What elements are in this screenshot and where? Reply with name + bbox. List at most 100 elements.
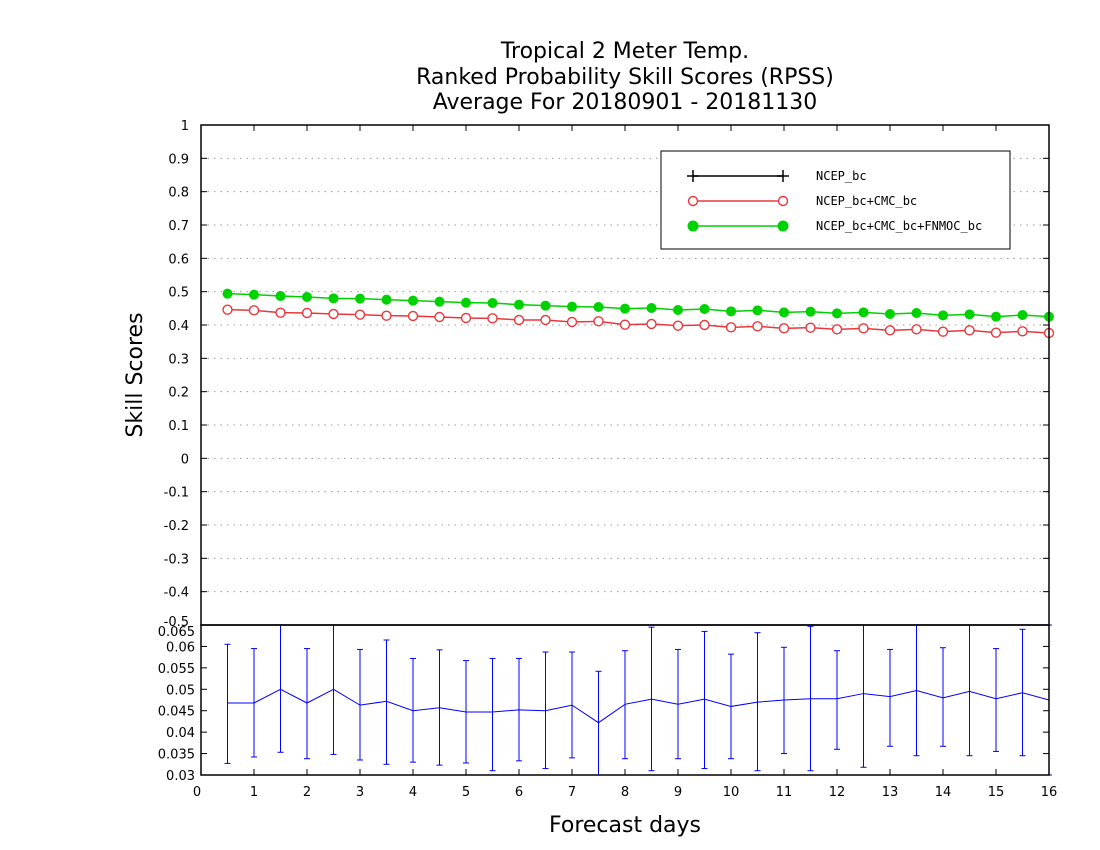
data-point [805,322,816,333]
data-point [513,314,525,326]
y-tick-label: 0.5 [168,286,189,301]
data-point [540,300,551,311]
error-bar [701,630,708,770]
error-bar [1019,628,1026,757]
data-point [222,288,233,299]
data-point [275,307,286,318]
data-point [672,320,684,331]
y-tick-label: -0.4 [164,586,189,601]
title-line: Ranked Probability Skill Scores (RPSS) [416,65,834,90]
series-spread [224,624,1052,776]
data-point [911,324,922,335]
data-point [301,307,313,319]
data-point [620,303,630,314]
y-tick-label: 0.1 [168,419,189,434]
data-point [884,325,896,336]
data-point [461,297,471,308]
data-point [673,305,683,315]
error-bar [357,648,363,761]
x-tick-label: 10 [723,785,740,800]
series-ncep-bc-cmc-bc-fnmoc-bc [222,288,1054,322]
error-bar [834,650,840,750]
legend-marker [687,170,699,182]
top-panel-y-axis: 1 0.9 0.8 0.7 0.6 0.5 0.4 0.3 0.2 0.1 0 -0.1 -0.2 -0.… [164,119,1049,630]
data-point [487,298,498,308]
legend-entry: NCEP_bc [687,169,867,183]
x-tick-label: 4 [409,785,417,800]
data-point [937,326,949,337]
error-bar [940,647,946,747]
legend-marker [777,220,789,232]
error-bar [330,624,337,755]
data-point [248,305,260,316]
error-bar [966,624,973,757]
error-bar [463,660,469,764]
data-point [726,306,736,317]
error-bar [304,648,310,760]
y-tick-label: 0.045 [158,705,195,720]
data-point [222,304,233,315]
y-tick-label: 0.04 [166,726,195,741]
y-tick-label: 0.9 [168,152,189,167]
data-point [646,303,657,313]
data-point [991,311,1001,322]
data-point [779,307,789,318]
x-tick-label: 7 [568,785,576,800]
legend-box [660,150,1011,250]
data-point [1017,310,1028,320]
data-point [408,295,418,306]
data-point [911,308,922,318]
x-tick-label: 6 [515,785,523,800]
series-line [227,292,1050,318]
error-bar [860,624,867,768]
data-point [302,292,312,302]
data-point [938,310,948,321]
x-tick-label: 12 [829,785,846,800]
data-point [832,308,842,319]
error-bar [781,646,787,755]
top-panel-series [222,288,1055,339]
data-point [328,308,339,320]
legend-marker [777,195,789,207]
error-bar [383,639,390,765]
y-tick-label: 0.03 [166,769,195,784]
data-point [858,323,869,334]
data-point [805,306,816,317]
data-point [831,324,843,335]
data-point [593,316,604,327]
error-bar [728,653,734,760]
x-tick-label: 2 [303,785,311,800]
data-point [567,301,577,312]
error-bar [436,649,443,766]
data-point [460,312,472,324]
data-point [540,314,551,326]
x-tick-label: 11 [776,785,793,800]
error-bar [277,624,284,753]
legend-marker [777,170,789,182]
data-point [593,302,604,312]
x-tick-label: 13 [882,785,899,800]
legend-label: NCEP_bc+CMC_bc [816,194,917,208]
error-bar [993,648,999,752]
data-point [1017,326,1028,337]
error-bar [542,651,549,770]
data-point [885,309,895,319]
y-tick-label: -0.1 [164,486,189,501]
data-point [725,322,737,333]
data-point [752,321,763,332]
data-point [434,296,445,307]
legend-entry: NCEP_bc+CMC_bc+FNMOC_bc [687,219,982,233]
data-point [699,319,710,331]
y-tick-label: -0.2 [164,519,189,534]
data-point [964,325,975,336]
y-axis-label: Skill Scores [123,312,148,437]
data-point [964,309,975,320]
error-bar [595,670,602,776]
title-line: Tropical 2 Meter Temp. [500,39,749,64]
x-tick-label: 9 [674,785,682,800]
data-point [514,299,524,310]
data-point [990,327,1002,338]
error-bar [410,657,416,763]
